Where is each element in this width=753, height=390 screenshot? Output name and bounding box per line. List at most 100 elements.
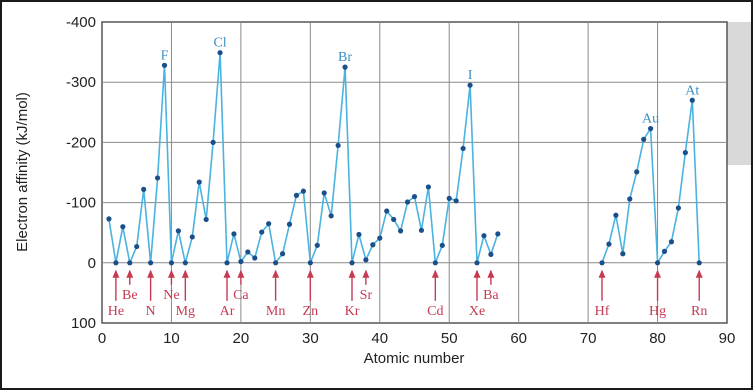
data-point bbox=[286, 221, 293, 227]
zero-element-label: Sr bbox=[360, 288, 373, 303]
data-point bbox=[495, 231, 501, 237]
data-point bbox=[460, 145, 466, 152]
pointer-arrow-head bbox=[695, 269, 703, 278]
peak-label: F bbox=[161, 48, 169, 63]
data-point bbox=[668, 239, 675, 245]
x-tick-label: 20 bbox=[233, 330, 250, 347]
zero-element-label: Cd bbox=[427, 304, 443, 319]
data-point bbox=[439, 242, 445, 248]
zero-element-label: N bbox=[146, 304, 156, 319]
x-tick-label: 10 bbox=[163, 330, 180, 347]
data-point bbox=[689, 97, 695, 103]
data-point bbox=[384, 208, 390, 214]
data-point bbox=[481, 233, 487, 239]
data-point bbox=[446, 195, 452, 201]
pointer-arrow-head bbox=[473, 269, 481, 278]
data-point bbox=[113, 260, 119, 266]
x-tick-label: 30 bbox=[302, 330, 319, 347]
pointer-arrow-head bbox=[272, 269, 280, 278]
data-point bbox=[245, 249, 251, 255]
data-point bbox=[627, 196, 633, 202]
data-point bbox=[404, 199, 411, 205]
y-tick-label: -300 bbox=[66, 74, 96, 91]
x-axis-title: Atomic number bbox=[364, 350, 465, 367]
data-point bbox=[411, 193, 418, 200]
data-point bbox=[203, 216, 209, 223]
data-point bbox=[488, 251, 494, 257]
data-point bbox=[696, 260, 702, 266]
peak-label: I bbox=[468, 68, 473, 83]
pointer-arrow-head bbox=[654, 269, 662, 278]
x-tick-label: 80 bbox=[649, 330, 666, 347]
y-tick-label: -400 bbox=[66, 14, 96, 31]
zero-element-label: Zn bbox=[303, 304, 319, 319]
y-tick-label: -100 bbox=[66, 195, 96, 212]
pointer-arrow-head bbox=[167, 269, 175, 278]
pointer-arrow-head bbox=[487, 269, 495, 278]
pointer-arrow-head bbox=[431, 269, 439, 278]
data-point bbox=[161, 62, 168, 68]
data-point bbox=[349, 260, 355, 266]
y-tick-label: 0 bbox=[88, 255, 96, 272]
pointer-arrow-head bbox=[181, 269, 189, 278]
data-point bbox=[120, 224, 126, 230]
data-point bbox=[418, 227, 425, 233]
data-point bbox=[620, 251, 626, 257]
y-axis-title: Electron affinity (kJ/mol) bbox=[14, 92, 31, 252]
plot-area bbox=[101, 21, 728, 324]
data-point bbox=[148, 260, 154, 266]
zero-element-label: Hf bbox=[595, 304, 610, 319]
x-tick-label: 90 bbox=[719, 330, 736, 347]
zero-element-label: Mn bbox=[266, 304, 285, 319]
peak-label: Au bbox=[642, 112, 659, 127]
data-point bbox=[196, 179, 202, 185]
data-point bbox=[141, 186, 147, 192]
x-tick-label: 0 bbox=[98, 330, 106, 347]
y-tick-label: 100 bbox=[71, 315, 96, 332]
pointer-arrow-head bbox=[112, 269, 120, 278]
data-point bbox=[467, 82, 473, 88]
data-point bbox=[648, 125, 654, 132]
data-point bbox=[210, 139, 216, 145]
pointer-arrow-head bbox=[147, 269, 155, 278]
data-point bbox=[321, 190, 327, 196]
zero-element-label: Mg bbox=[176, 304, 195, 319]
x-tick-label: 50 bbox=[441, 330, 458, 347]
zero-element-label: Ne bbox=[163, 288, 179, 303]
data-point bbox=[224, 260, 230, 266]
data-point bbox=[356, 231, 362, 238]
data-point bbox=[266, 221, 272, 227]
pointer-arrow-head bbox=[598, 269, 606, 278]
zero-element-label: Hg bbox=[649, 304, 666, 319]
data-point bbox=[682, 150, 688, 156]
data-point bbox=[377, 235, 383, 241]
data-point bbox=[259, 229, 265, 235]
data-point bbox=[474, 260, 480, 266]
peak-label: At bbox=[685, 83, 699, 98]
zero-element-label: Be bbox=[122, 288, 138, 303]
zero-element-label: Ca bbox=[233, 288, 249, 303]
data-point bbox=[606, 241, 612, 247]
data-point bbox=[398, 228, 404, 234]
data-point bbox=[613, 212, 619, 218]
data-point bbox=[106, 216, 112, 222]
x-tick-label: 70 bbox=[580, 330, 597, 347]
pointer-arrow-head bbox=[126, 269, 134, 278]
data-point bbox=[134, 243, 140, 250]
data-point bbox=[307, 260, 313, 266]
peak-label: Br bbox=[338, 50, 352, 65]
x-axis-ticks: 0 10 20 30 40 50 60 70 80 90 bbox=[98, 330, 736, 347]
pointer-arrow-head bbox=[362, 269, 370, 278]
x-tick-label: 40 bbox=[371, 330, 388, 347]
data-point bbox=[641, 136, 647, 142]
data-point bbox=[231, 231, 237, 237]
data-point bbox=[300, 188, 306, 194]
data-point bbox=[217, 50, 223, 56]
data-point bbox=[328, 213, 334, 219]
data-point bbox=[675, 205, 681, 211]
data-point bbox=[370, 242, 376, 248]
data-point bbox=[363, 257, 369, 263]
pointer-arrow-head bbox=[306, 269, 314, 278]
